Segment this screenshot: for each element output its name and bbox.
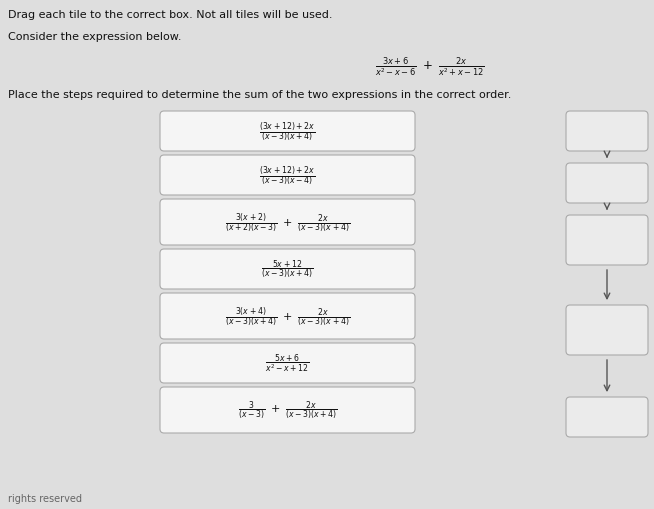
Text: Consider the expression below.: Consider the expression below. xyxy=(8,32,182,42)
Text: Drag each tile to the correct box. Not all tiles will be used.: Drag each tile to the correct box. Not a… xyxy=(8,10,332,20)
Text: $\frac{(3x+12)+2x}{(x-3)(x-4)}$: $\frac{(3x+12)+2x}{(x-3)(x-4)}$ xyxy=(260,164,316,187)
Text: $\frac{3(x+4)}{(x-3)(x+4)}\ +\ \frac{2x}{(x-3)(x+4)}$: $\frac{3(x+4)}{(x-3)(x+4)}\ +\ \frac{2x}… xyxy=(225,305,350,328)
FancyBboxPatch shape xyxy=(160,200,415,245)
Text: $\frac{5x+6}{x^2-x+12}$: $\frac{5x+6}{x^2-x+12}$ xyxy=(266,352,310,375)
FancyBboxPatch shape xyxy=(160,112,415,152)
FancyBboxPatch shape xyxy=(160,344,415,383)
Text: $\frac{3(x+2)}{(x+2)(x-3)}\ +\ \frac{2x}{(x-3)(x+4)}$: $\frac{3(x+2)}{(x+2)(x-3)}\ +\ \frac{2x}… xyxy=(225,211,350,234)
Text: $\frac{3x+6}{x^2-x-6}$$\ +\ $$\frac{2x}{x^2+x-12}$: $\frac{3x+6}{x^2-x-6}$$\ +\ $$\frac{2x}{… xyxy=(375,55,485,78)
FancyBboxPatch shape xyxy=(566,305,648,355)
FancyBboxPatch shape xyxy=(160,293,415,340)
Text: $\frac{3}{(x-3)}\ +\ \frac{2x}{(x-3)(x+4)}$: $\frac{3}{(x-3)}\ +\ \frac{2x}{(x-3)(x+4… xyxy=(237,399,337,421)
FancyBboxPatch shape xyxy=(566,164,648,204)
FancyBboxPatch shape xyxy=(566,112,648,152)
FancyBboxPatch shape xyxy=(160,156,415,195)
FancyBboxPatch shape xyxy=(566,397,648,437)
FancyBboxPatch shape xyxy=(160,387,415,433)
Text: rights reserved: rights reserved xyxy=(8,493,82,503)
Text: $\frac{5x+12}{(x-3)(x+4)}$: $\frac{5x+12}{(x-3)(x+4)}$ xyxy=(262,259,314,280)
FancyBboxPatch shape xyxy=(566,216,648,266)
Text: Place the steps required to determine the sum of the two expressions in the corr: Place the steps required to determine th… xyxy=(8,90,511,100)
FancyBboxPatch shape xyxy=(160,249,415,290)
Text: $\frac{(3x+12)+2x}{(x-3)(x+4)}$: $\frac{(3x+12)+2x}{(x-3)(x+4)}$ xyxy=(260,120,316,144)
